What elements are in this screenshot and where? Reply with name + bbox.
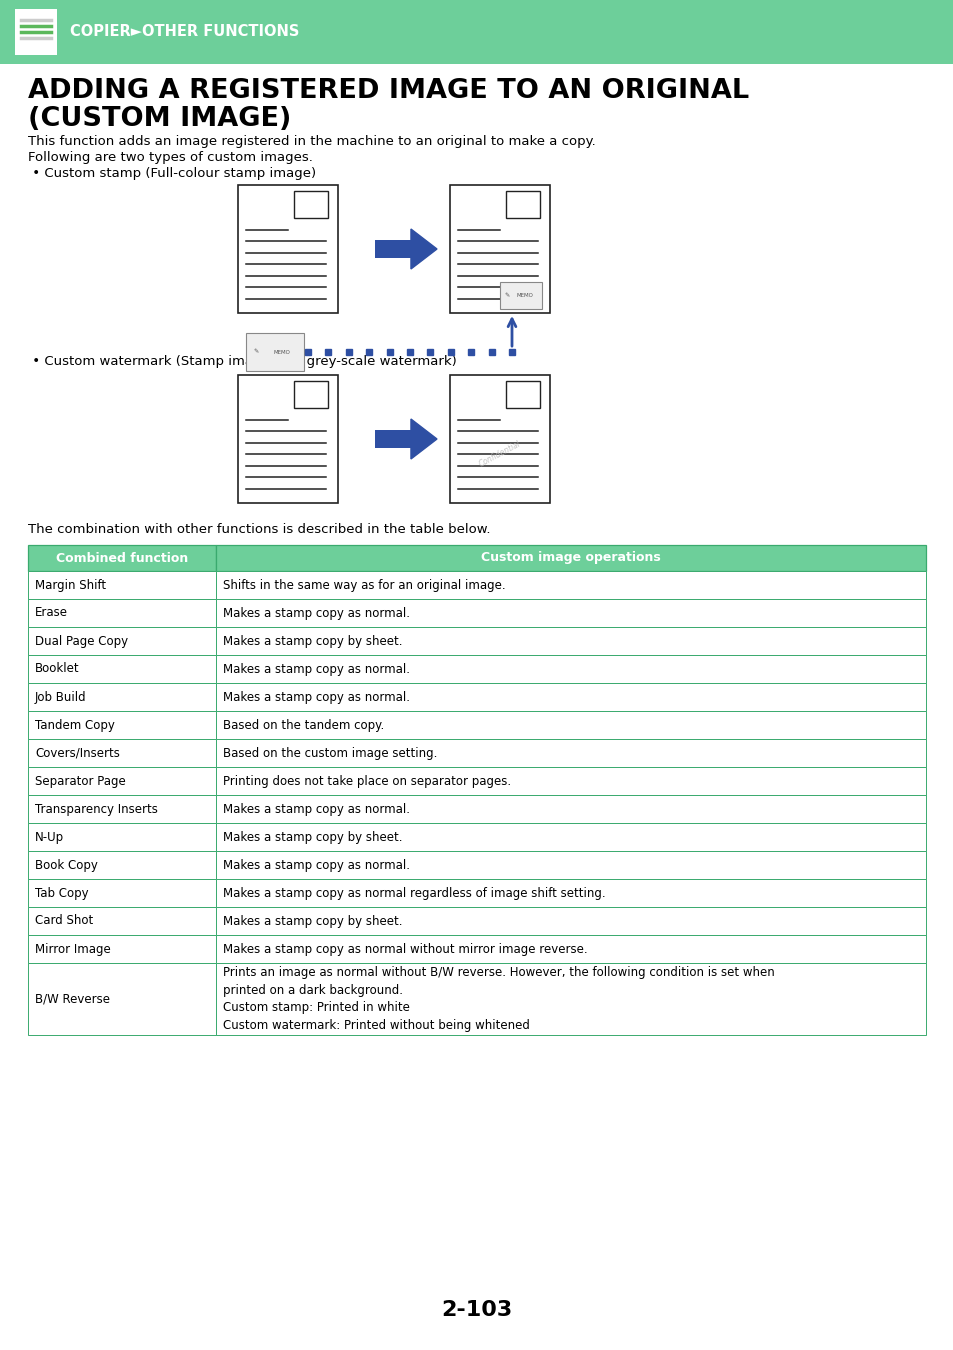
Bar: [28, 738, 215, 767]
Text: Shifts in the same way as for an original image.: Shifts in the same way as for an origina…: [223, 579, 505, 591]
Text: Makes a stamp copy as normal.: Makes a stamp copy as normal.: [223, 802, 410, 815]
Text: Margin Shift: Margin Shift: [35, 579, 106, 591]
Bar: [28, 936, 215, 963]
Text: Makes a stamp copy by sheet.: Makes a stamp copy by sheet.: [223, 634, 402, 648]
Text: Combined function: Combined function: [56, 552, 188, 564]
Text: Printing does not take place on separator pages.: Printing does not take place on separato…: [223, 775, 511, 787]
Text: MEMO: MEMO: [517, 293, 533, 298]
Text: Makes a stamp copy as normal regardless of image shift setting.: Makes a stamp copy as normal regardless …: [223, 887, 605, 899]
Text: Custom image operations: Custom image operations: [480, 552, 660, 564]
Text: • Custom stamp (Full-colour stamp image): • Custom stamp (Full-colour stamp image): [28, 167, 315, 180]
Bar: [28, 824, 215, 850]
Text: Transparency Inserts: Transparency Inserts: [35, 802, 157, 815]
Bar: [375, 240, 411, 258]
Bar: [505, 382, 539, 408]
Bar: [450, 185, 550, 313]
Bar: [28, 683, 215, 711]
Text: MEMO: MEMO: [274, 350, 290, 355]
Bar: [499, 282, 541, 309]
Bar: [28, 599, 215, 626]
Text: ADDING A REGISTERED IMAGE TO AN ORIGINAL: ADDING A REGISTERED IMAGE TO AN ORIGINAL: [28, 78, 748, 104]
Bar: [28, 850, 215, 879]
Text: Dual Page Copy: Dual Page Copy: [35, 634, 128, 648]
Bar: [215, 545, 925, 571]
Bar: [215, 683, 925, 711]
Text: Card Shot: Card Shot: [35, 914, 93, 927]
Text: ✎: ✎: [253, 350, 259, 355]
Text: ✎: ✎: [504, 293, 510, 298]
Polygon shape: [411, 230, 436, 269]
Bar: [28, 626, 215, 655]
Text: COPIER►OTHER FUNCTIONS: COPIER►OTHER FUNCTIONS: [70, 24, 299, 39]
Text: Makes a stamp copy as normal.: Makes a stamp copy as normal.: [223, 859, 410, 872]
Text: Tab Copy: Tab Copy: [35, 887, 89, 899]
Bar: [215, 824, 925, 850]
Bar: [215, 767, 925, 795]
Bar: [28, 571, 215, 599]
Bar: [28, 963, 215, 1035]
Text: This function adds an image registered in the machine to an original to make a c: This function adds an image registered i…: [28, 135, 595, 148]
Bar: [215, 907, 925, 936]
Text: Prints an image as normal without B/W reverse. However, the following condition : Prints an image as normal without B/W re…: [223, 967, 774, 1031]
Bar: [215, 626, 925, 655]
Bar: [215, 879, 925, 907]
Bar: [0, 0, 953, 63]
Bar: [215, 711, 925, 738]
Polygon shape: [411, 418, 436, 459]
Text: Following are two types of custom images.: Following are two types of custom images…: [28, 151, 313, 163]
Bar: [215, 963, 925, 1035]
Text: Mirror Image: Mirror Image: [35, 942, 111, 956]
Bar: [375, 431, 411, 448]
Bar: [28, 655, 215, 683]
Text: B/W Reverse: B/W Reverse: [35, 992, 110, 1006]
Bar: [28, 795, 215, 824]
Bar: [215, 850, 925, 879]
Bar: [215, 599, 925, 626]
Bar: [237, 375, 337, 504]
Text: Separator Page: Separator Page: [35, 775, 126, 787]
Bar: [28, 711, 215, 738]
Bar: [15, 9, 57, 55]
Bar: [246, 333, 304, 371]
Text: The combination with other functions is described in the table below.: The combination with other functions is …: [28, 522, 490, 536]
Bar: [215, 571, 925, 599]
Bar: [28, 767, 215, 795]
Text: 2-103: 2-103: [441, 1300, 512, 1320]
Text: (CUSTOM IMAGE): (CUSTOM IMAGE): [28, 107, 291, 132]
Text: Confidential: Confidential: [477, 440, 522, 470]
Text: • Custom watermark (Stamp image with grey-scale watermark): • Custom watermark (Stamp image with gre…: [28, 355, 456, 369]
Text: Based on the tandem copy.: Based on the tandem copy.: [223, 718, 384, 732]
Bar: [28, 545, 215, 571]
Bar: [450, 375, 550, 504]
Bar: [215, 655, 925, 683]
Text: Makes a stamp copy as normal without mirror image reverse.: Makes a stamp copy as normal without mir…: [223, 942, 587, 956]
Text: Covers/Inserts: Covers/Inserts: [35, 747, 120, 760]
Bar: [215, 795, 925, 824]
Text: Tandem Copy: Tandem Copy: [35, 718, 114, 732]
Bar: [294, 192, 328, 219]
Text: Makes a stamp copy as normal.: Makes a stamp copy as normal.: [223, 663, 410, 675]
Text: Makes a stamp copy as normal.: Makes a stamp copy as normal.: [223, 690, 410, 703]
Bar: [294, 382, 328, 408]
Bar: [237, 185, 337, 313]
Text: Makes a stamp copy by sheet.: Makes a stamp copy by sheet.: [223, 830, 402, 844]
Text: N-Up: N-Up: [35, 830, 64, 844]
Text: Based on the custom image setting.: Based on the custom image setting.: [223, 747, 436, 760]
Text: Erase: Erase: [35, 606, 68, 620]
Bar: [215, 738, 925, 767]
Text: Makes a stamp copy as normal.: Makes a stamp copy as normal.: [223, 606, 410, 620]
Text: Job Build: Job Build: [35, 690, 87, 703]
Text: Booklet: Booklet: [35, 663, 79, 675]
Bar: [505, 192, 539, 219]
Bar: [28, 879, 215, 907]
Text: Makes a stamp copy by sheet.: Makes a stamp copy by sheet.: [223, 914, 402, 927]
Bar: [215, 936, 925, 963]
Bar: [28, 907, 215, 936]
Text: Book Copy: Book Copy: [35, 859, 98, 872]
